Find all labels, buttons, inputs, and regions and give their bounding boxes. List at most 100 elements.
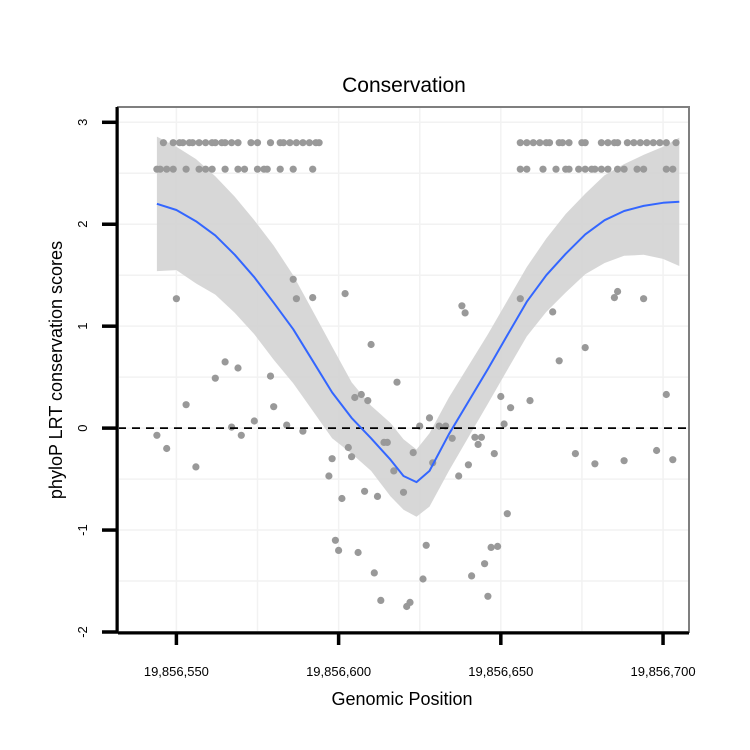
data-point [640,165,648,173]
data-point [247,139,255,147]
data-point [263,165,271,173]
data-point [348,453,356,461]
data-point [370,569,378,577]
data-point [507,404,515,412]
data-point [419,575,427,583]
x-tick-label: 19,856,650 [468,664,533,679]
data-point [211,139,219,147]
data-point [361,487,369,495]
data-point [523,139,531,147]
data-point [409,449,417,457]
data-point [549,308,557,316]
data-point [448,434,456,442]
data-point [461,309,469,317]
data-point [565,139,573,147]
data-point [364,397,372,405]
data-point [662,390,670,399]
data-point [614,287,622,296]
data-point [169,165,177,173]
data-point [202,165,210,173]
data-point [289,165,297,173]
data-point [163,165,171,173]
data-point [643,139,651,147]
data-point [202,139,210,147]
data-point [672,139,680,147]
data-point [500,420,508,428]
data-point [182,165,190,173]
data-point [234,139,242,147]
data-point [341,290,349,298]
data-point [474,440,482,448]
confidence-band [156,136,680,517]
data-point [390,467,398,475]
data-point [581,139,589,147]
data-point [422,541,430,549]
data-point [159,139,167,147]
data-point [620,165,628,173]
data-point [649,139,657,147]
data-point [516,139,524,147]
data-point [266,139,275,147]
x-tick-label: 19,856,700 [631,664,696,679]
data-point [610,294,619,302]
data-point [464,461,472,469]
data-point [503,510,511,518]
data-point [172,295,180,303]
data-point [328,455,336,463]
data-point [458,302,466,310]
plot-panel [117,106,690,633]
y-tick-label: 1 [75,323,90,330]
data-point [289,275,297,283]
y-tick-label: 0 [75,424,90,431]
data-point [367,340,375,349]
data-point [211,374,219,382]
data-point [299,139,307,147]
data-point [575,165,583,173]
data-point [399,488,408,496]
data-point [377,596,385,605]
data-point [620,457,628,465]
data-point [484,592,492,600]
data-point [276,165,284,173]
data-point [526,397,534,405]
data-point [597,139,606,147]
data-point [591,165,599,173]
data-point [481,560,489,568]
data-point [669,165,677,173]
data-point [669,456,677,464]
data-point [591,460,599,468]
data-point [487,543,495,552]
data-point [468,572,476,580]
data-point [156,165,164,173]
data-point [344,443,352,452]
data-point [309,294,317,302]
data-point [523,165,531,173]
data-point [357,390,365,399]
y-axis-label: phyloP LRT conservation scores [46,241,66,499]
data-point [636,139,644,147]
data-point [163,444,171,453]
data-point [292,139,300,147]
data-point [545,139,554,147]
data-point [425,414,434,422]
data-point [338,494,346,503]
data-point [393,378,401,386]
data-point [630,139,638,147]
data-point [153,431,161,439]
data-point [292,295,300,303]
data-point [299,427,307,435]
x-axis: 19,856,550 19,856,600 19,856,650 19,856,700 [118,631,696,679]
data-point [309,165,317,173]
data-point [228,139,236,147]
data-point [250,417,258,425]
data-point [565,165,573,173]
data-point [253,139,262,147]
data-points [153,139,680,611]
data-point [228,423,236,431]
y-axis: -2 -1 0 1 2 3 [75,107,119,638]
data-point [266,372,275,380]
data-point [221,165,229,173]
data-point [571,450,580,458]
data-point [335,546,343,555]
data-point [604,139,612,147]
